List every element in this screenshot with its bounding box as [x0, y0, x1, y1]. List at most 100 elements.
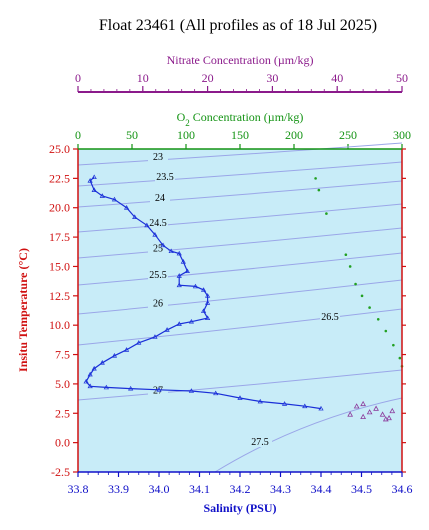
density-label-bg — [250, 436, 272, 447]
salinity-point — [91, 174, 97, 180]
salinity-point — [188, 318, 195, 324]
oxygen-point — [384, 329, 388, 333]
x-tick-label: 33.9 — [108, 482, 129, 496]
nitrate-tick-label: 40 — [331, 71, 343, 85]
density-label: 26.5 — [321, 312, 339, 323]
salinity-point — [204, 293, 211, 298]
chart-title: Float 23461 (All profiles as of 18 Jul 2… — [99, 17, 377, 34]
data-series — [83, 174, 404, 422]
oxygen-tick-label: 50 — [126, 128, 138, 142]
salinity-point — [128, 385, 134, 391]
nitrate-point — [360, 400, 366, 407]
salinity-point — [144, 222, 150, 228]
nitrate-point — [347, 411, 354, 417]
nitrate-tick-label: 10 — [137, 71, 149, 85]
density-contour-line — [77, 142, 403, 166]
salinity-point — [83, 378, 89, 384]
nitrate-axis: 0 10 20 30 40 50 — [75, 71, 408, 93]
oxygen-axis-label: O2 Concentration (µm/kg) — [177, 110, 304, 128]
oxygen-point — [344, 253, 348, 257]
y-tick-label: 12.5 — [49, 289, 70, 303]
salinity-point — [237, 395, 243, 400]
salinity-point — [192, 283, 199, 289]
density-contour-line — [77, 369, 403, 401]
nitrate-point — [373, 405, 379, 411]
salinity-point — [152, 334, 158, 339]
salinity-point — [111, 353, 118, 358]
oxygen-point — [317, 188, 321, 192]
y-tick-label: 15.0 — [49, 259, 70, 273]
temperature-axis: -2.5 0.0 2.5 5.0 7.5 10.0 12.5 15.0 17.5 20.0 22.5… — [49, 142, 406, 479]
density-label-bg — [148, 152, 168, 164]
y-tick-label: 25.0 — [49, 142, 70, 156]
density-contours: 23 23.5 24 24.5 25 25.5 26 26.5 27 27.5 — [77, 142, 403, 473]
nitrate-tick-label: 50 — [396, 71, 408, 85]
salinity-point — [87, 371, 93, 377]
density-contour-line — [77, 252, 403, 286]
density-label-bg — [148, 385, 168, 397]
salinity-point — [176, 273, 182, 278]
salinity-point — [188, 388, 195, 393]
oxygen-point — [392, 343, 395, 347]
density-label: 25 — [153, 243, 163, 254]
salinity-point — [103, 384, 109, 390]
plot-area — [78, 149, 402, 472]
density-contour-line — [77, 203, 403, 233]
nitrate-point — [379, 411, 386, 417]
y-tick-label: 7.5 — [55, 348, 70, 362]
density-label: 27.5 — [251, 437, 269, 448]
nitrate-point — [389, 407, 396, 414]
density-label: 27 — [153, 385, 163, 396]
oxygen-tick-label: 150 — [231, 128, 249, 142]
density-label: 23 — [153, 152, 163, 163]
oxygen-point — [360, 294, 364, 298]
y-axis-label: Insitu Temperature (°C) — [16, 248, 30, 372]
y-tick-label: -2.5 — [51, 465, 70, 479]
oxygen-tick-label: 100 — [177, 128, 195, 142]
y-tick-label: 5.0 — [55, 377, 70, 391]
x-tick-label: 33.8 — [68, 482, 89, 496]
oxygen-point — [368, 306, 371, 309]
salinity-point — [302, 403, 308, 409]
x-tick-label: 34.3 — [270, 482, 291, 496]
density-contour-line — [214, 397, 403, 473]
oxygen-tick-label: 300 — [393, 128, 411, 142]
nitrate-tick-label: 30 — [266, 71, 278, 85]
salinity-point — [91, 187, 97, 192]
oxygen-tick-label: 250 — [339, 128, 357, 142]
y-tick-label: 2.5 — [55, 406, 70, 420]
density-label: 23.5 — [156, 172, 174, 183]
density-label: 25.5 — [149, 270, 167, 281]
salinity-point — [152, 232, 158, 237]
salinity-point — [213, 390, 219, 396]
density-label-bg — [155, 172, 175, 184]
y-tick-label: 17.5 — [49, 230, 70, 244]
salinity-point — [123, 205, 130, 210]
salinity-point — [257, 398, 263, 404]
x-tick-label: 34.1 — [189, 482, 210, 496]
salinity-point — [176, 321, 182, 326]
oxygen-axis: 0 50 100 150 200 250 300 — [75, 128, 411, 149]
density-label-bg — [148, 243, 168, 255]
y-tick-label: 20.0 — [49, 201, 70, 215]
density-label: 24 — [155, 193, 165, 204]
density-label-bg — [148, 217, 168, 229]
y-tick-label: 0.0 — [55, 436, 70, 450]
x-tick-label: 34.0 — [149, 482, 170, 496]
x-tick-label: 34.2 — [230, 482, 251, 496]
density-label-bg — [148, 298, 168, 310]
salinity-point — [184, 268, 190, 274]
salinity-axis: 33.8 33.9 34.0 34.1 34.2 34.3 34.4 34.5 34.6 — [68, 472, 413, 496]
density-contour-line — [77, 279, 403, 315]
salinity-point — [132, 214, 138, 219]
density-label-bg — [148, 269, 168, 281]
nitrate-point — [366, 409, 373, 415]
density-contour-line — [77, 161, 403, 187]
y-tick-label: 10.0 — [49, 318, 70, 332]
salinity-point — [204, 300, 211, 305]
salinity-point — [160, 242, 166, 248]
salinity-point — [168, 248, 174, 254]
x-axis-label: Salinity (PSU) — [203, 501, 276, 515]
density-label-bg — [320, 311, 340, 323]
